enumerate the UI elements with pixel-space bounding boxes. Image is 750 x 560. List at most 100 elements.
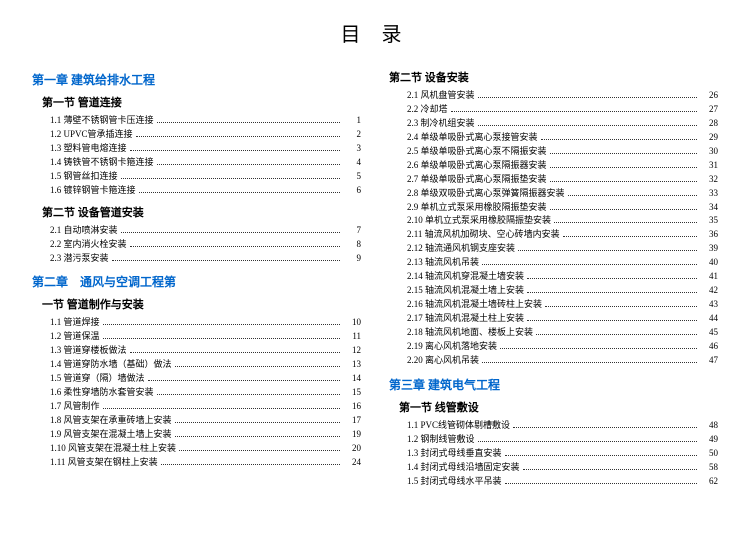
- toc-entry: 2.16 轴流风机混凝土墙砖柱上安装 43: [389, 298, 718, 312]
- entry-label: 1.2 钢制线管敷设: [407, 433, 475, 447]
- entry-label: 2.9 单机立式泵采用橡胶隔振垫安装: [407, 201, 547, 215]
- leader-dots: [568, 195, 697, 196]
- toc-entry: 2.15 轴流风机混凝土墙上安装 42: [389, 284, 718, 298]
- leader-dots: [451, 111, 697, 112]
- entry-label: 2.17 轴流风机混凝土柱上安装: [407, 312, 524, 326]
- entry-label: 2.12 轴流通风机钢支座安装: [407, 242, 515, 256]
- entry-label: 2.11 轴流风机加砌块、空心砖墙内安装: [407, 228, 560, 242]
- leader-dots: [103, 338, 340, 339]
- leader-dots: [179, 450, 340, 451]
- entry-label: 1.7 风管制作: [50, 400, 100, 414]
- toc-title: 目 录: [32, 18, 718, 47]
- entry-label: 1.2 UPVC管承插连接: [50, 128, 133, 142]
- toc-entry: 1.1 管道焊接10: [32, 316, 361, 330]
- toc-entry: 2.7 单级单吸卧式离心泵隔振垫安装32: [389, 173, 718, 187]
- right-column: 第二节 设备安装 2.1 风机盘管安装262.2 冷却塔272.3 制冷机组安装…: [389, 63, 718, 488]
- section-3-1: 第一节 线管敷设: [399, 399, 718, 415]
- entry-label: 2.13 轴流风机吊装: [407, 256, 479, 270]
- entry-label: 2.16 轴流风机混凝土墙砖柱上安装: [407, 298, 542, 312]
- entry-page: 39: [700, 242, 718, 256]
- entry-page: 40: [700, 256, 718, 270]
- toc-entry: 2.8 单级双吸卧式离心泵弹簧隔振器安装33: [389, 187, 718, 201]
- toc-entry: 1.9 风管支架在混凝土墙上安装19: [32, 428, 361, 442]
- entry-page: 8: [343, 238, 361, 252]
- toc-entry: 1.1 薄壁不锈钢管卡压连接1: [32, 114, 361, 128]
- entry-label: 1.1 PVC线管砌体剔槽敷设: [407, 419, 510, 433]
- toc-entry: 2.6 单级单吸卧式离心泵隔振器安装31: [389, 159, 718, 173]
- leader-dots: [550, 209, 697, 210]
- leader-dots: [175, 422, 340, 423]
- toc-entry: 2.12 轴流通风机钢支座安装 39: [389, 242, 718, 256]
- toc-entry: 1.3 管道穿楼板做法12: [32, 344, 361, 358]
- toc-entry: 2.4 单级单吸卧式离心泵接管安装 29: [389, 131, 718, 145]
- entry-label: 2.20 离心风机吊装: [407, 354, 479, 368]
- toc-entry: 1.2 钢制线管敷设 49: [389, 433, 718, 447]
- toc-entry: 2.3 制冷机组安装28: [389, 117, 718, 131]
- toc-entry: 1.8 风管支架在承重砖墙上安装17: [32, 414, 361, 428]
- leader-dots: [175, 436, 340, 437]
- leader-dots: [130, 246, 340, 247]
- toc-entry: 2.20 离心风机吊装47: [389, 354, 718, 368]
- leader-dots: [554, 222, 697, 223]
- chapter-2: 第二章 通风与空调工程第: [32, 273, 361, 290]
- leader-dots: [550, 167, 697, 168]
- entry-page: 33: [700, 187, 718, 201]
- leader-dots: [500, 348, 697, 349]
- toc-entry: 1.10 风管支架在混凝土柱上安装20: [32, 442, 361, 456]
- entry-label: 2.4 单级单吸卧式离心泵接管安装: [407, 131, 538, 145]
- entry-page: 44: [700, 312, 718, 326]
- leader-dots: [157, 164, 340, 165]
- entry-label: 1.1 管道焊接: [50, 316, 100, 330]
- entry-label: 1.2 管道保温: [50, 330, 100, 344]
- entry-page: 24: [343, 456, 361, 470]
- toc-entry: 1.4 管道穿防水墙（基础）做法 13: [32, 358, 361, 372]
- entry-label: 2.15 轴流风机混凝土墙上安装: [407, 284, 524, 298]
- entry-page: 29: [700, 131, 718, 145]
- toc-entry: 2.14 轴流风机穿混凝土墙安装41: [389, 270, 718, 284]
- leader-dots: [527, 292, 697, 293]
- entry-label: 2.14 轴流风机穿混凝土墙安装: [407, 270, 524, 284]
- entry-page: 42: [700, 284, 718, 298]
- toc-entry: 2.2 室内消火栓安装8: [32, 238, 361, 252]
- leader-dots: [505, 455, 697, 456]
- entry-label: 1.4 铸铁管不锈钢卡箍连接: [50, 156, 154, 170]
- leader-dots: [482, 264, 697, 265]
- leader-dots: [550, 153, 697, 154]
- entry-label: 1.8 风管支架在承重砖墙上安装: [50, 414, 172, 428]
- leader-dots: [505, 483, 697, 484]
- leader-dots: [136, 136, 340, 137]
- entry-label: 1.5 钢管丝扣连接: [50, 170, 118, 184]
- entry-page: 4: [343, 156, 361, 170]
- leader-dots: [175, 366, 340, 367]
- toc-entry: 1.6 柔性穿墙防水套管安装15: [32, 386, 361, 400]
- toc-entry: 1.5 钢管丝扣连接5: [32, 170, 361, 184]
- entry-page: 45: [700, 326, 718, 340]
- entry-page: 31: [700, 159, 718, 173]
- chapter-3: 第三章 建筑电气工程: [389, 376, 718, 393]
- toc-entry: 1.5 管道穿（隔）墙做法14: [32, 372, 361, 386]
- leader-dots: [103, 408, 340, 409]
- entry-label: 1.5 管道穿（隔）墙做法: [50, 372, 145, 386]
- entry-label: 2.7 单级单吸卧式离心泵隔振垫安装: [407, 173, 547, 187]
- entry-label: 1.4 管道穿防水墙（基础）做法: [50, 358, 172, 372]
- entry-label: 2.19 离心风机落地安装: [407, 340, 497, 354]
- leader-dots: [148, 380, 340, 381]
- entry-page: 43: [700, 298, 718, 312]
- list-c2s1: 1.1 管道焊接101.2 管道保温111.3 管道穿楼板做法121.4 管道穿…: [32, 316, 361, 469]
- leader-dots: [112, 260, 340, 261]
- list-c3s1: 1.1 PVC线管砌体剔槽敷设481.2 钢制线管敷设491.3 封闭式母线垂直…: [389, 419, 718, 489]
- toc-entry: 2.2 冷却塔27: [389, 103, 718, 117]
- leader-dots: [130, 150, 340, 151]
- entry-label: 1.3 塑料管电熔连接: [50, 142, 127, 156]
- entry-page: 49: [700, 433, 718, 447]
- entry-page: 3: [343, 142, 361, 156]
- toc-entry: 1.3 封闭式母线垂直安装50: [389, 447, 718, 461]
- leader-dots: [478, 441, 697, 442]
- toc-entry: 2.17 轴流风机混凝土柱上安装 44: [389, 312, 718, 326]
- leader-dots: [157, 394, 340, 395]
- entry-page: 13: [343, 358, 361, 372]
- entry-page: 26: [700, 89, 718, 103]
- section-2-1: 一节 管道制作与安装: [42, 296, 361, 312]
- entry-page: 30: [700, 145, 718, 159]
- entry-page: 20: [343, 442, 361, 456]
